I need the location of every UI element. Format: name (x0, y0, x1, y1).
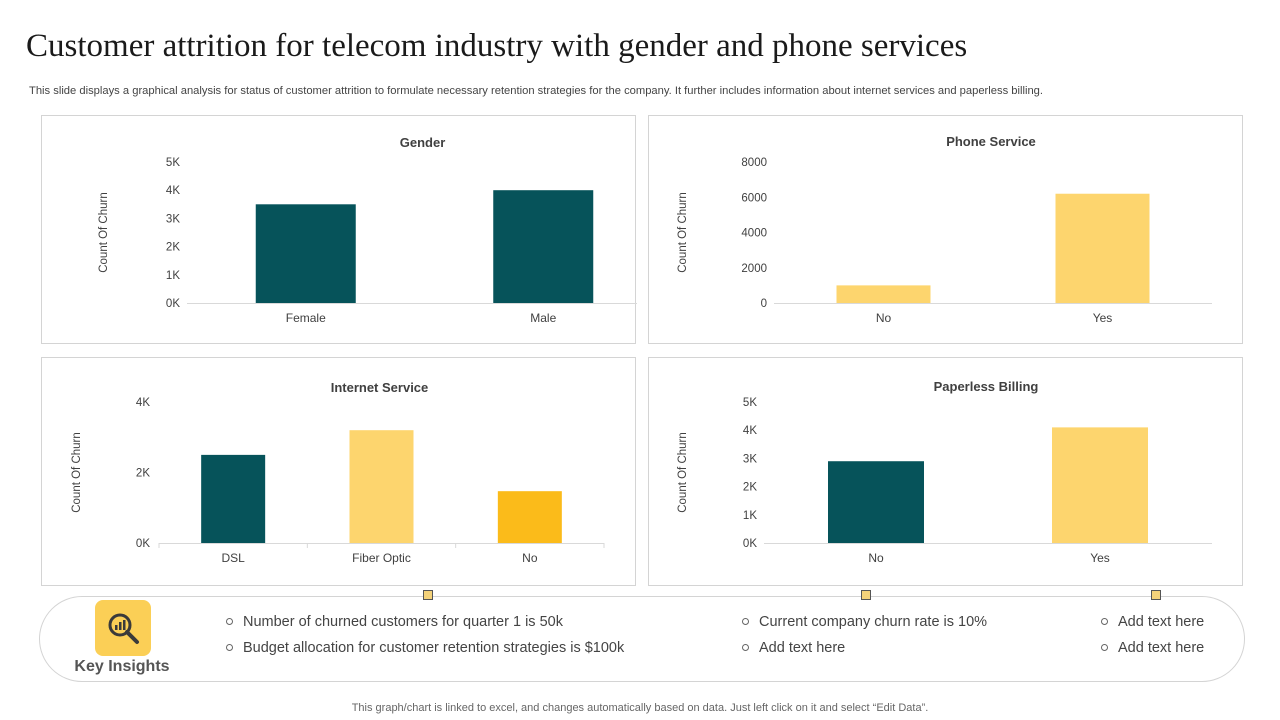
bar-female (255, 204, 356, 303)
connector-marker (861, 590, 871, 600)
y-axis-label: Count Of Churn (677, 432, 689, 513)
x-tick-label: No (868, 551, 884, 565)
x-tick-label: Male (530, 311, 556, 325)
x-tick-label: Fiber Optic (352, 551, 411, 565)
y-tick-label: 1K (743, 510, 757, 522)
bullet-dot (1101, 617, 1108, 625)
x-tick-label: No (522, 551, 538, 565)
y-tick-label: 8000 (741, 157, 767, 169)
chart-internet-service: Internet Service Count Of Churn 0K 2K 4K DSL F… (71, 380, 605, 565)
y-tick-label: 2000 (741, 263, 767, 275)
y-tick-label: 6000 (741, 192, 767, 204)
y-tick-label: 4K (743, 425, 757, 437)
chart-panel-internet-service[interactable]: Internet Service Count Of Churn 0K 2K 4K DSL F… (41, 357, 636, 586)
y-tick-label: 2K (136, 468, 150, 480)
x-tick-label: No (876, 311, 892, 325)
y-tick-label: 5K (166, 157, 180, 169)
bar-yes (1055, 193, 1150, 303)
bar-male (493, 190, 594, 303)
bar-fiber-optic (349, 430, 414, 543)
bar-no (836, 285, 931, 303)
insight-bullet: Add text here (1101, 614, 1204, 630)
y-axis-label: Count Of Churn (677, 192, 689, 273)
chart-title: Gender (400, 135, 446, 150)
insight-bullet: Number of churned customers for quarter … (226, 614, 563, 630)
page-subtitle: This slide displays a graphical analysis… (29, 85, 1044, 97)
insight-bullet: Add text here (742, 640, 845, 656)
bar-no (497, 491, 562, 543)
bullet-dot (742, 617, 749, 625)
y-tick-label: 4K (136, 397, 150, 409)
insight-bullet: Budget allocation for customer retention… (226, 640, 624, 656)
chart-paperless-billing: Paperless Billing Count Of Churn 0K 1K 2K 3K 4… (677, 379, 1212, 565)
bullet-dot (1101, 643, 1108, 651)
connector-marker (423, 590, 433, 600)
y-tick-label: 5K (743, 397, 757, 409)
connector-marker (1151, 590, 1161, 600)
x-tick-label: Female (286, 311, 326, 325)
x-tick-label: Yes (1093, 311, 1113, 325)
bullet-dot (226, 617, 233, 625)
key-insights-panel (39, 596, 1245, 682)
key-insights-label: Key Insights (74, 658, 170, 675)
footer-note: This graph/chart is linked to excel, and… (351, 702, 929, 714)
chart-panel-paperless-billing[interactable]: Paperless Billing Count Of Churn 0K 1K 2K 3K 4… (648, 357, 1243, 586)
chart-title: Phone Service (946, 134, 1036, 149)
insight-bullet: Add text here (1101, 640, 1204, 656)
x-tick-label: DSL (221, 551, 245, 565)
chart-title: Paperless Billing (934, 379, 1039, 394)
y-axis-label: Count Of Churn (98, 192, 110, 273)
y-tick-label: 2K (743, 482, 757, 494)
y-tick-label: 2K (166, 242, 180, 254)
chart-phone-service: Phone Service Count Of Churn 0 2000 4000 6000… (677, 134, 1212, 325)
x-tick-label: Yes (1090, 551, 1110, 565)
chart-title: Internet Service (331, 380, 429, 395)
chart-panel-gender[interactable]: Gender Count Of Churn 0K 1K 2K 3K 4K 5K Female Ma… (41, 115, 637, 344)
bar-no (828, 461, 924, 543)
insight-bullet: Current company churn rate is 10% (742, 614, 987, 630)
y-axis-label: Count Of Churn (71, 432, 83, 513)
bullet-dot (742, 643, 749, 651)
chart-panel-phone-service[interactable]: Phone Service Count Of Churn 0 2000 4000 6000… (648, 115, 1243, 344)
bar-dsl (201, 454, 266, 543)
chart-gender: Gender Count Of Churn 0K 1K 2K 3K 4K 5K Female Ma… (98, 135, 637, 325)
y-tick-label: 0K (743, 538, 757, 550)
y-tick-label: 3K (166, 213, 180, 225)
y-tick-label: 4K (166, 185, 180, 197)
bar-yes (1052, 427, 1148, 543)
y-tick-label: 3K (743, 453, 757, 465)
y-tick-label: 0K (166, 298, 180, 310)
y-tick-label: 0K (136, 538, 150, 550)
y-tick-label: 0 (761, 298, 767, 310)
bullet-dot (226, 643, 233, 651)
page-title: Customer attrition for telecom industry … (26, 28, 968, 64)
y-tick-label: 1K (166, 270, 180, 282)
y-tick-label: 4000 (741, 228, 767, 240)
magnifier-chart-icon (95, 600, 151, 656)
